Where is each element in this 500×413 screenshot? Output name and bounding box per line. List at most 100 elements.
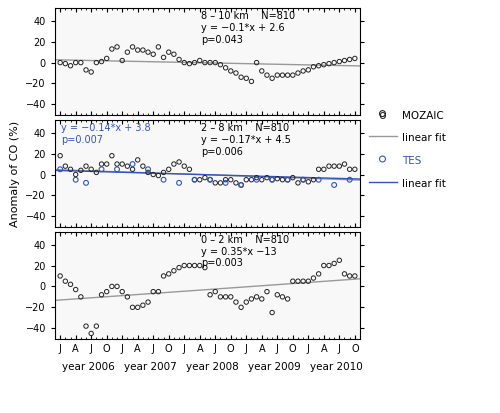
Point [201, 59, 209, 66]
Point [274, 72, 281, 78]
Point [206, 292, 214, 298]
Point [82, 163, 90, 169]
Point [77, 59, 85, 66]
Point [87, 69, 95, 75]
Point [268, 75, 276, 82]
Point [222, 180, 230, 186]
Point [160, 176, 168, 183]
Point [124, 49, 132, 55]
Point [212, 288, 220, 295]
Point [62, 60, 70, 67]
Point [108, 283, 116, 290]
Point [160, 54, 168, 61]
Text: TES: TES [402, 156, 422, 166]
Point [289, 278, 297, 285]
Point [351, 166, 359, 173]
Point [170, 268, 178, 274]
Point [212, 59, 220, 66]
Point [378, 156, 386, 162]
Point [206, 176, 214, 183]
Text: o: o [378, 109, 386, 122]
Point [149, 171, 157, 178]
Point [113, 44, 121, 50]
Point [320, 262, 328, 269]
Point [175, 56, 183, 63]
Text: year 2009: year 2009 [248, 362, 301, 372]
Point [72, 286, 80, 293]
Point [284, 296, 292, 302]
Point [248, 176, 256, 183]
Point [149, 51, 157, 57]
Point [128, 161, 136, 167]
Point [164, 166, 172, 173]
Point [278, 176, 286, 183]
Point [330, 182, 338, 188]
Point [98, 58, 106, 65]
Point [186, 60, 194, 67]
Point [128, 304, 136, 311]
Text: y = −0.14*x + 3.8
p=0.007: y = −0.14*x + 3.8 p=0.007 [61, 123, 150, 145]
Point [186, 166, 194, 173]
Point [252, 176, 260, 183]
Point [336, 163, 344, 169]
Point [118, 57, 126, 64]
Point [222, 64, 230, 71]
Point [154, 44, 162, 50]
Point [72, 59, 80, 66]
Point [180, 262, 188, 269]
Point [237, 74, 245, 81]
Point [139, 47, 147, 53]
Point [113, 161, 121, 167]
Point [124, 294, 132, 300]
Point [320, 62, 328, 68]
Point [128, 44, 136, 50]
Point [314, 166, 322, 173]
Point [336, 257, 344, 263]
Point [170, 51, 178, 57]
Point [252, 174, 260, 181]
Point [82, 66, 90, 73]
Point [212, 180, 220, 186]
Point [289, 72, 297, 78]
Point [258, 296, 266, 302]
Point [113, 166, 121, 173]
Point [310, 176, 318, 183]
Point [340, 271, 348, 277]
Point [175, 264, 183, 271]
Point [242, 75, 250, 82]
Point [118, 161, 126, 167]
Point [242, 299, 250, 305]
Point [108, 46, 116, 52]
Point [139, 302, 147, 309]
Text: year 2007: year 2007 [124, 362, 177, 372]
Point [72, 171, 80, 178]
Point [330, 59, 338, 66]
Point [108, 152, 116, 159]
Point [299, 176, 307, 183]
Point [92, 323, 100, 330]
Point [164, 271, 172, 277]
Point [284, 72, 292, 78]
Point [102, 288, 110, 295]
Text: linear fit: linear fit [402, 179, 446, 189]
Point [222, 294, 230, 300]
Point [82, 323, 90, 330]
Point [180, 163, 188, 169]
Text: 0 – 2 km    N=810
y = 0.35*x −13
p=0.003: 0 – 2 km N=810 y = 0.35*x −13 p=0.003 [202, 235, 290, 268]
Point [227, 68, 235, 74]
Point [175, 159, 183, 165]
Point [139, 163, 147, 169]
Text: MOZAIC: MOZAIC [402, 111, 444, 121]
Point [134, 47, 141, 53]
Point [118, 288, 126, 295]
Point [227, 294, 235, 300]
Point [242, 176, 250, 183]
Point [201, 264, 209, 271]
Point [346, 273, 354, 279]
Point [294, 278, 302, 285]
Point [77, 294, 85, 300]
Point [196, 57, 203, 64]
Point [56, 273, 64, 279]
Point [304, 66, 312, 73]
Point [278, 294, 286, 300]
